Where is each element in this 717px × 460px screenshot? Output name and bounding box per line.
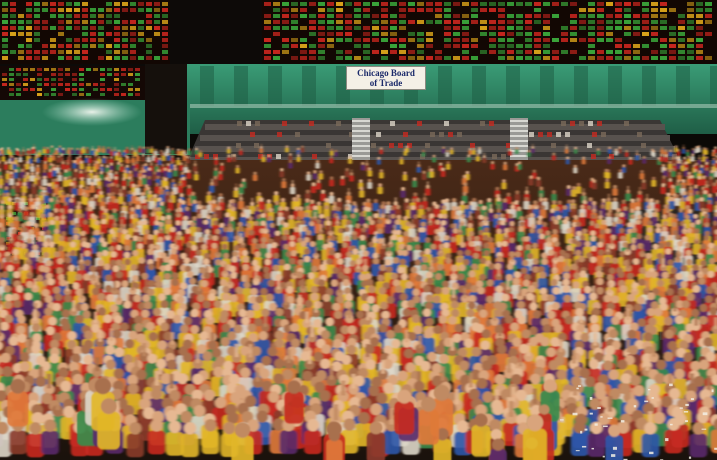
sign-line-2: of Trade (369, 78, 403, 88)
ceiling-light (42, 98, 142, 126)
chicago-board-of-trade-sign: Chicago Board of Trade (346, 66, 426, 90)
left-pillar (145, 64, 187, 154)
front-traders (7, 377, 624, 460)
quote-board-left (0, 0, 170, 64)
wall-panels (186, 66, 717, 108)
quote-board-lower-left (0, 66, 145, 100)
quote-board-right (262, 0, 717, 64)
sign-line-1: Chicago Board (357, 68, 415, 78)
paper-scraps (560, 383, 717, 460)
